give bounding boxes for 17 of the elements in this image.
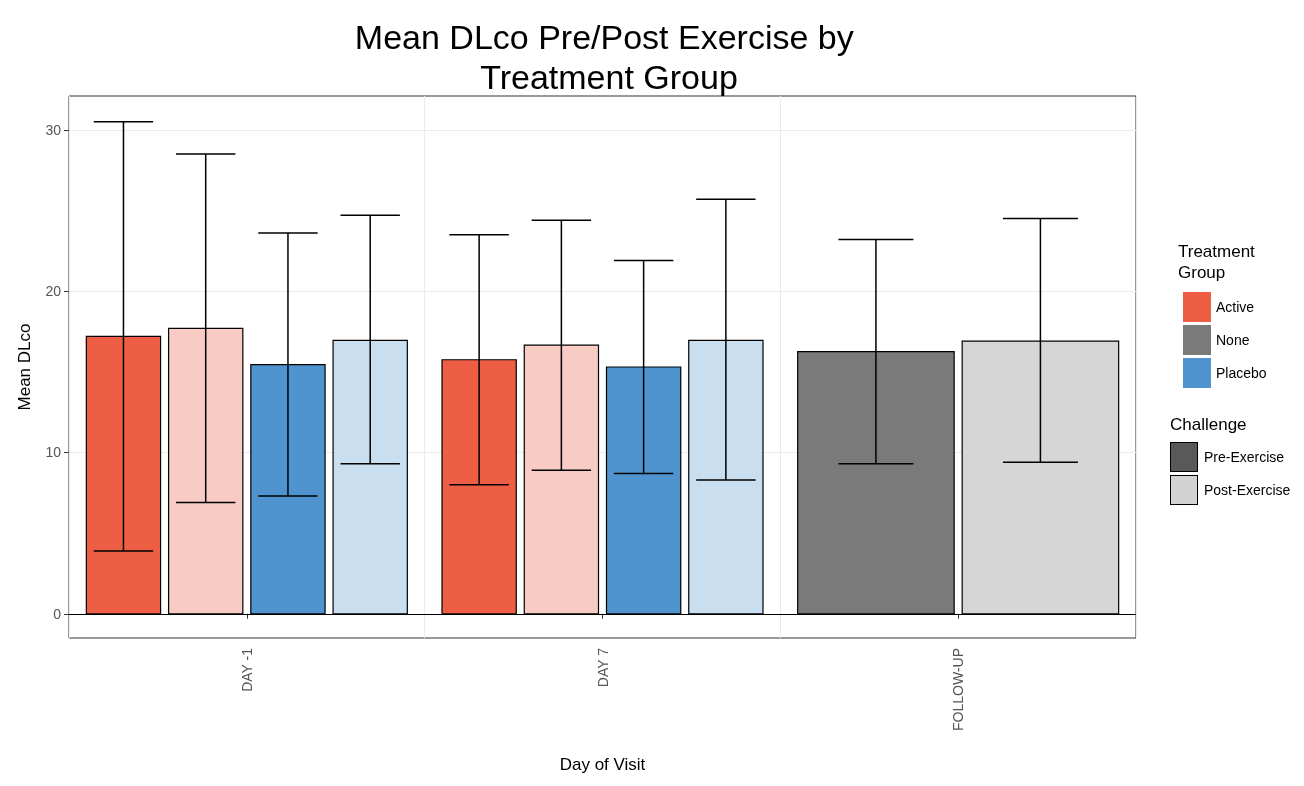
y-tick-label: 10	[45, 444, 62, 461]
x-tick-label: DAY 7	[594, 647, 611, 688]
legend-label: Placebo	[1216, 365, 1267, 381]
chart-title: Mean DLco Pre/Post Exercise by Treatment Group	[354, 18, 864, 96]
text: Post-Exercise	[1204, 481, 1291, 498]
y-tick-label: 0	[53, 605, 62, 622]
x-tick-label: FOLLOW-UP	[950, 648, 967, 731]
x-tick-label: DAY -1	[238, 647, 255, 692]
legend-label: Active	[1216, 299, 1255, 315]
y-tick-label: 20	[45, 283, 62, 300]
y-tick-label: 30	[45, 121, 62, 138]
legend-label: None	[1216, 332, 1250, 348]
text: Pre-Exercise	[1204, 448, 1285, 465]
x-axis-title: Day of Visit	[559, 755, 646, 774]
text: Challenge	[1170, 415, 1248, 435]
y-axis-title: Mean DLco	[15, 323, 34, 411]
legend-title: Treatment Group	[1178, 242, 1260, 282]
